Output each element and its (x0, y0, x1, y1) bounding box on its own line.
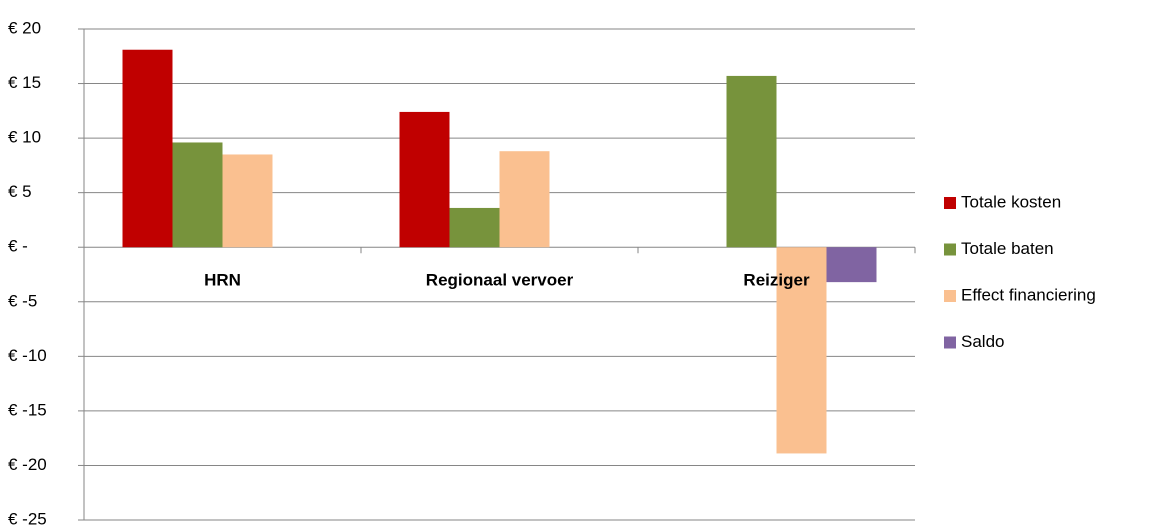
legend-label: Totale baten (961, 239, 1054, 258)
x-tick-label: Regionaal vervoer (426, 271, 574, 290)
legend-swatch (944, 336, 956, 349)
bar (172, 142, 223, 248)
bar (449, 207, 500, 248)
bar (122, 49, 173, 248)
legend-swatch (944, 243, 956, 256)
x-tick-label: Reiziger (743, 271, 810, 290)
y-tick-label: € 15 (8, 73, 41, 92)
y-tick-label: € -25 (8, 509, 47, 528)
legend-label: Totale kosten (961, 192, 1061, 211)
bar (776, 247, 827, 454)
y-tick-label: € - (8, 237, 28, 256)
y-tick-label: € 5 (8, 182, 32, 201)
legend-swatch (944, 290, 956, 302)
y-tick-label: € -10 (8, 346, 47, 365)
x-tick-label: HRN (204, 271, 241, 290)
legend-swatch (944, 197, 956, 209)
bar (826, 247, 877, 283)
legend-label: Saldo (961, 332, 1004, 351)
y-tick-label: € -20 (8, 455, 47, 474)
y-tick-label: € -5 (8, 291, 37, 310)
y-tick-label: € 20 (8, 18, 41, 37)
bar (499, 151, 550, 248)
legend-label: Effect financiering (961, 285, 1096, 304)
y-tick-label: € -15 (8, 400, 47, 419)
bar (726, 75, 777, 248)
bar (222, 154, 273, 248)
bar (399, 111, 450, 248)
y-tick-label: € 10 (8, 128, 41, 147)
